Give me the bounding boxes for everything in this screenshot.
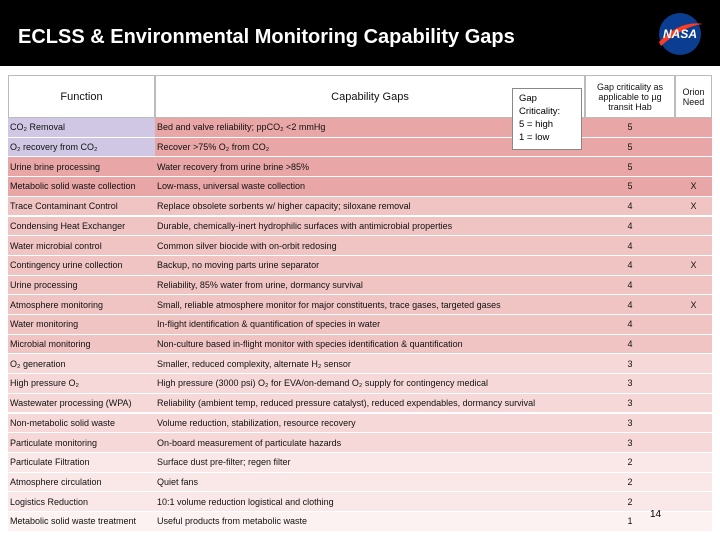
orion-need-empty [675, 118, 712, 138]
capability-gap: Surface dust pre-filter; regen filter [155, 452, 585, 473]
orion-need: X [675, 196, 712, 217]
capability-gap: Small, reliable atmosphere monitor for m… [155, 295, 585, 315]
criticality: 5 [585, 157, 675, 178]
criticality: 3 [585, 393, 675, 414]
function: Particulate monitoring [8, 433, 155, 453]
orion-need-empty [675, 393, 712, 414]
orion-need: X [675, 177, 712, 197]
capability-gap: Water recovery from urine brine >85% [155, 157, 585, 178]
criticality: 2 [585, 452, 675, 473]
criticality: 4 [585, 236, 675, 256]
criticality: 4 [585, 334, 675, 355]
criticality: 3 [585, 433, 675, 453]
capability-gap: Non-culture based in-flight monitor with… [155, 334, 585, 355]
function: Non-metabolic solid waste [8, 413, 155, 434]
function: Condensing Heat Exchanger [8, 216, 155, 237]
capability-gap: Durable, chemically-inert hydrophilic su… [155, 216, 585, 237]
criticality: 2 [585, 472, 675, 493]
capability-gap: Quiet fans [155, 472, 585, 493]
function: Microbial monitoring [8, 334, 155, 355]
capability-gap: Common silver biocide with on-orbit redo… [155, 236, 585, 256]
criticality: 5 [585, 118, 675, 138]
capability-gap: Recover >75% O₂ from CO₂ [155, 137, 585, 158]
orion-need-empty [675, 315, 712, 335]
capability-gap: Volume reduction, stabilization, resourc… [155, 413, 585, 434]
function: O₂ recovery from CO₂ [8, 137, 155, 158]
header-bar: ECLSS & Environmental Monitoring Capabil… [0, 0, 720, 66]
capability-gap: 10:1 volume reduction logistical and clo… [155, 492, 585, 512]
function: Particulate Filtration [8, 452, 155, 473]
orion-need: X [675, 295, 712, 315]
function: Atmosphere circulation [8, 472, 155, 493]
function: Contingency urine collection [8, 255, 155, 276]
orion-need-empty [675, 433, 712, 453]
criticality: 4 [585, 275, 675, 296]
criticality: 3 [585, 413, 675, 434]
function: CO₂ Removal [8, 118, 155, 138]
criticality: 2 [585, 492, 675, 512]
orion-need-empty [675, 137, 712, 158]
legend-item: 1 = low [519, 132, 550, 143]
criticality: 5 [585, 137, 675, 158]
legend-item: 5 = high [519, 119, 554, 130]
orion-need-empty [675, 452, 712, 473]
criticality: 4 [585, 295, 675, 315]
capability-gap: Useful products from metabolic waste [155, 512, 585, 532]
legend-title: Gap Criticality: [519, 93, 561, 117]
orion-need-empty [675, 374, 712, 394]
function: Atmosphere monitoring [8, 295, 155, 315]
capability-gap: In-flight identification & quantificatio… [155, 315, 585, 335]
orion-need-empty [675, 472, 712, 493]
function: High pressure O₂ [8, 374, 155, 394]
function: Urine processing [8, 275, 155, 296]
function: Trace Contaminant Control [8, 196, 155, 217]
capability-gap: Low-mass, universal waste collection [155, 177, 585, 197]
capability-gap: Reliability, 85% water from urine, dorma… [155, 275, 585, 296]
criticality: 4 [585, 255, 675, 276]
orion-need-empty [675, 512, 712, 532]
criticality: 5 [585, 177, 675, 197]
capability-gap: Replace obsolete sorbents w/ higher capa… [155, 196, 585, 217]
function: Metabolic solid waste collection [8, 177, 155, 197]
orion-need-empty [675, 157, 712, 178]
criticality: 1 [585, 512, 675, 532]
orion-need-empty [675, 334, 712, 355]
capability-gap: Bed and valve reliability; ppCO₂ <2 mmHg [155, 118, 585, 138]
criticality: 3 [585, 374, 675, 394]
function: Metabolic solid waste treatment [8, 512, 155, 532]
orion-need-empty [675, 216, 712, 237]
function: Water monitoring [8, 315, 155, 335]
logo-text: NASA [663, 27, 697, 41]
orion-need-empty [675, 413, 712, 434]
nasa-logo: NASA [659, 13, 703, 55]
capability-gap: High pressure (3000 psi) O₂ for EVA/on-d… [155, 374, 585, 394]
capability-gap: Reliability (ambient temp, reduced press… [155, 393, 585, 414]
capability-gap: On-board measurement of particulate haza… [155, 433, 585, 453]
criticality: 4 [585, 196, 675, 217]
orion-need-empty [675, 236, 712, 256]
criticality: 3 [585, 354, 675, 375]
column-header: Orion Need [675, 75, 712, 118]
slide-title: ECLSS & Environmental Monitoring Capabil… [18, 26, 515, 48]
column-header: Gap criticality as applicable to µg tran… [585, 75, 675, 118]
function: O₂ generation [8, 354, 155, 375]
function: Logistics Reduction [8, 492, 155, 512]
orion-need-empty [675, 275, 712, 296]
orion-need: X [675, 255, 712, 276]
criticality: 4 [585, 216, 675, 237]
function: Wastewater processing (WPA) [8, 393, 155, 414]
legend: Gap Criticality: 5 = high 1 = low [512, 88, 582, 150]
page-number: 14 [650, 509, 662, 520]
column-header: Function [8, 75, 155, 118]
capability-gap: Backup, no moving parts urine separator [155, 255, 585, 276]
orion-need-empty [675, 492, 712, 512]
orion-need-empty [675, 354, 712, 375]
criticality: 4 [585, 315, 675, 335]
function: Water microbial control [8, 236, 155, 256]
function: Urine brine processing [8, 157, 155, 178]
capability-gap: Smaller, reduced complexity, alternate H… [155, 354, 585, 375]
